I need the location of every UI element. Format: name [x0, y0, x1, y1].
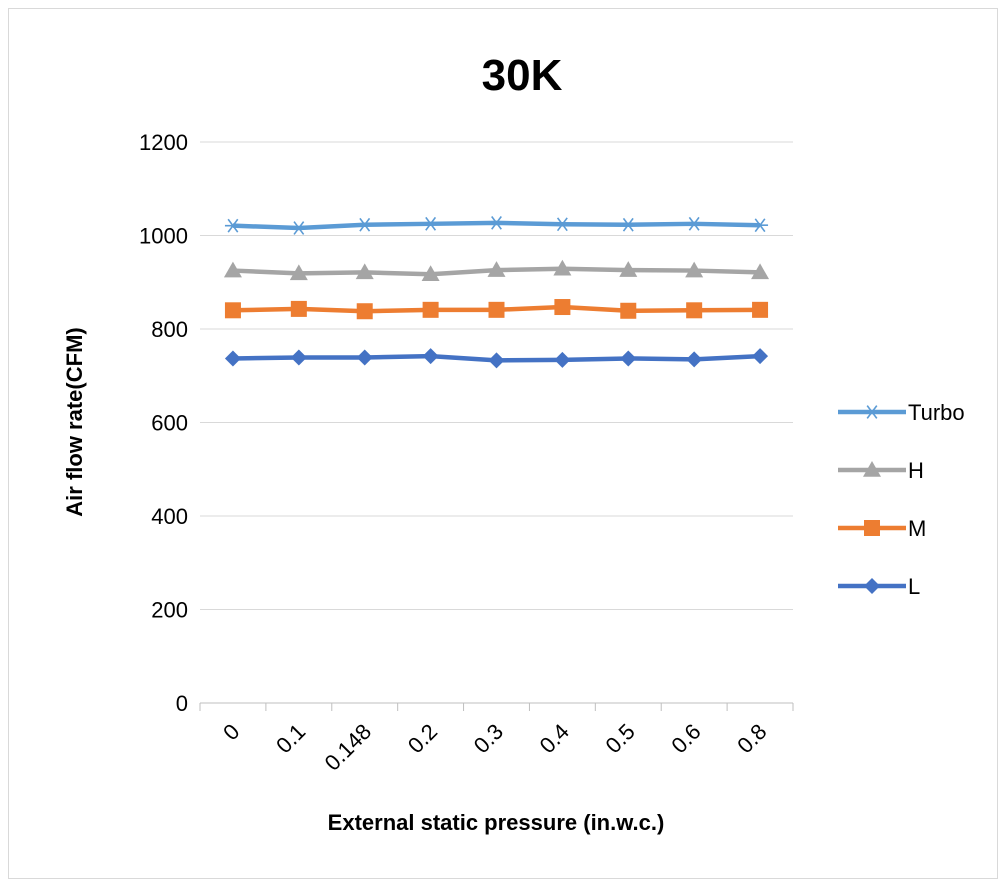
square-marker — [488, 301, 505, 318]
asterisk-marker — [356, 217, 373, 232]
triangle-marker — [487, 261, 506, 277]
asterisk-stroke — [622, 217, 634, 232]
legend-item-m: M — [838, 516, 926, 541]
triangle-marker — [685, 261, 704, 278]
square-marker — [620, 302, 637, 319]
x-tick-label: 0.8 — [732, 719, 771, 758]
triangle-marker — [289, 264, 308, 281]
x-tick-label: 0.2 — [403, 719, 442, 758]
asterisk-stroke — [491, 215, 502, 230]
diamond-marker — [356, 349, 373, 366]
asterisk-marker — [864, 405, 880, 419]
square-marker — [290, 300, 307, 317]
square-marker — [356, 303, 373, 320]
y-tick-label: 200 — [151, 598, 188, 623]
series-m — [224, 299, 769, 320]
square-marker — [752, 301, 769, 318]
triangle-marker — [751, 263, 770, 280]
diamond-marker — [290, 349, 307, 366]
legend-item-l: L — [838, 574, 920, 599]
legend-label: H — [908, 458, 924, 483]
square-marker — [224, 302, 241, 319]
y-tick-label: 800 — [151, 317, 188, 342]
x-tick-label: 0.5 — [601, 719, 640, 758]
asterisk-stroke — [556, 217, 568, 232]
x-axis — [199, 702, 794, 711]
x-tick-label: 0.6 — [666, 719, 705, 758]
y-tick-label: 1000 — [139, 224, 188, 249]
square-marker — [422, 301, 439, 318]
triangle-marker — [355, 263, 374, 280]
asterisk-marker — [554, 217, 571, 232]
y-tick-labels: 0 200 400 600 800 1000 1200 — [139, 130, 188, 716]
diamond-marker — [422, 348, 439, 365]
asterisk-stroke — [754, 218, 766, 233]
asterisk-stroke — [359, 217, 371, 232]
legend: Turbo H M L — [838, 400, 965, 599]
asterisk-marker — [422, 216, 439, 231]
legend-label: Turbo — [908, 400, 965, 425]
triangle-marker — [421, 265, 440, 282]
diamond-marker — [864, 578, 880, 594]
y-tick-label: 1200 — [139, 130, 188, 155]
triangle-marker — [619, 261, 638, 277]
triangle-marker — [223, 261, 242, 278]
legend-label: M — [908, 516, 926, 541]
diamond-marker — [554, 351, 571, 368]
y-axis-label: Air flow rate(CFM) — [62, 327, 87, 516]
asterisk-stroke — [227, 218, 239, 233]
square-marker — [864, 520, 880, 536]
series-layer — [223, 215, 770, 369]
x-tick-label: 0 — [218, 719, 244, 745]
asterisk-marker — [752, 218, 769, 233]
asterisk-marker — [224, 218, 241, 233]
x-tick-label: 0.1 — [271, 719, 310, 758]
triangle-marker — [553, 259, 572, 276]
x-tick-label: 0.3 — [469, 719, 508, 758]
asterisk-stroke — [866, 405, 878, 419]
square-marker — [554, 299, 571, 316]
chart-frame — [8, 8, 998, 879]
x-tick-label: 0.148 — [320, 719, 377, 776]
chart-title: 30K — [482, 51, 563, 100]
y-tick-label: 0 — [176, 691, 188, 716]
triangle-marker — [863, 461, 881, 477]
diamond-marker — [686, 351, 703, 368]
x-axis-label: External static pressure (in.w.c.) — [328, 810, 665, 835]
square-marker — [686, 302, 703, 319]
diamond-marker — [224, 350, 241, 367]
asterisk-stroke — [688, 216, 700, 231]
legend-item-h: H — [838, 458, 924, 483]
gridlines — [200, 141, 793, 610]
legend-label: L — [908, 574, 920, 599]
asterisk-stroke — [425, 216, 437, 231]
diamond-marker — [620, 350, 637, 367]
diamond-marker — [752, 348, 769, 365]
asterisk-marker — [290, 221, 307, 235]
series-l — [224, 348, 769, 369]
series-turbo — [224, 215, 769, 235]
asterisk-marker — [686, 216, 703, 231]
asterisk-stroke — [293, 221, 305, 235]
series-h — [223, 259, 770, 282]
x-tick-labels: 0 0.1 0.148 0.2 0.3 0.4 0.5 0.6 0.8 — [218, 719, 771, 776]
legend-item-turbo: Turbo — [838, 400, 965, 425]
x-tick-label: 0.4 — [535, 719, 574, 758]
diamond-marker — [488, 352, 505, 369]
asterisk-marker — [488, 215, 505, 230]
asterisk-marker — [620, 217, 637, 232]
y-tick-label: 600 — [151, 411, 188, 436]
y-tick-label: 400 — [151, 504, 188, 529]
